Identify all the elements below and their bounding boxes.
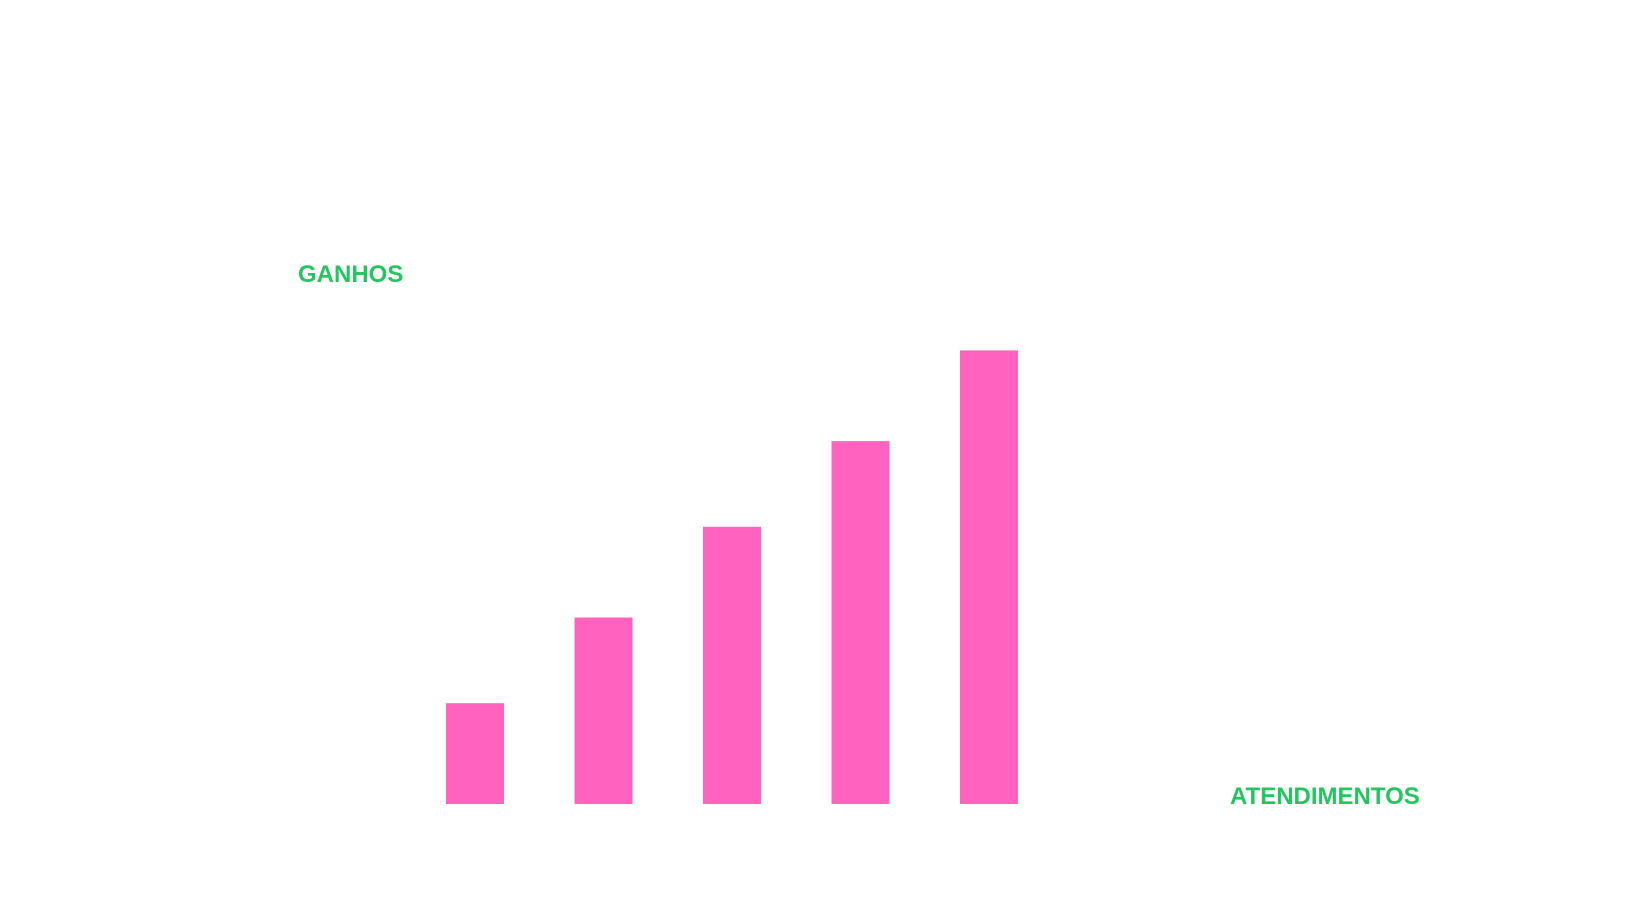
x-axis-label: ATENDIMENTOS: [1230, 783, 1420, 810]
bar-2: [574, 617, 633, 804]
bar-1: [446, 703, 504, 804]
y-axis-label: GANHOS: [298, 261, 403, 288]
bar-5: [960, 350, 1018, 804]
bar-4: [831, 441, 890, 804]
bar-series: [446, 350, 1018, 804]
bar-3: [703, 526, 761, 804]
